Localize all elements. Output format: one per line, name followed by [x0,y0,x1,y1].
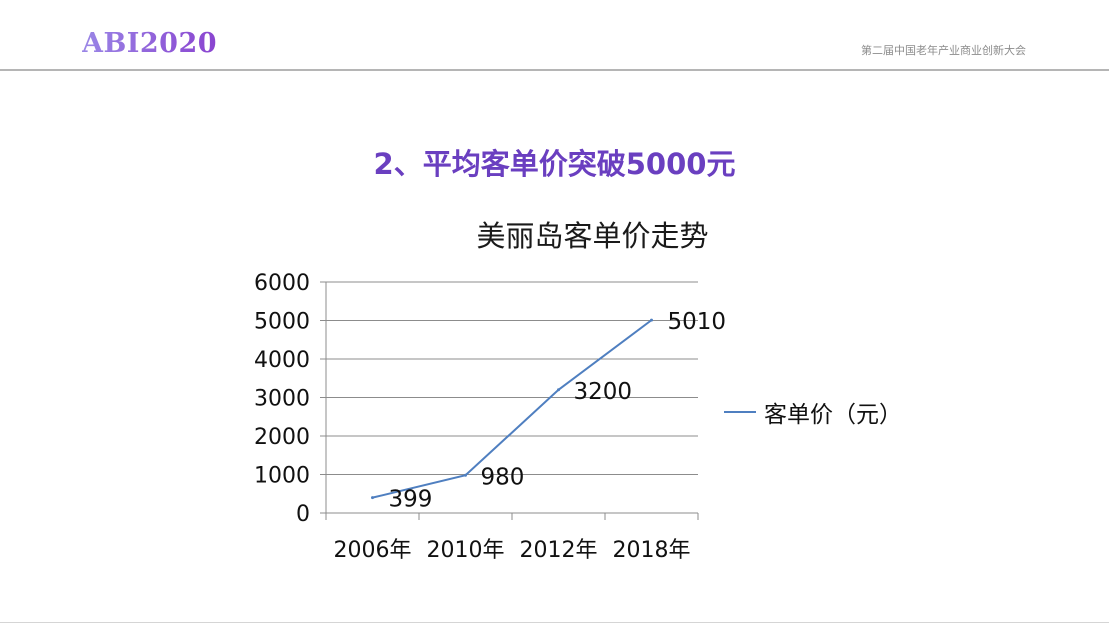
y-tick-label: 4000 [254,348,310,373]
data-point [557,388,560,392]
x-tick-label: 2006年 [334,538,412,563]
legend-label: 客单价（元） [764,402,902,428]
x-tick-label: 2010年 [427,538,505,563]
y-tick-label: 5000 [254,310,310,335]
y-tick-label: 0 [296,502,310,527]
header-divider [0,69,1109,71]
conference-name: 第二届中国老年产业商业创新大会 [861,44,1026,57]
data-label: 3200 [574,379,633,405]
x-tick-label: 2018年 [613,538,691,563]
y-tick-label: 2000 [254,425,310,450]
series-line [372,319,653,499]
data-point [650,318,653,322]
chart-legend: 客单价（元） [724,397,902,428]
data-label: 399 [389,487,433,513]
data-label: 980 [481,464,525,490]
y-tick-label: 6000 [254,271,310,296]
chart-title: 美丽岛客单价走势 [476,219,709,253]
slide-title: 2、平均客单价突破5000元 [373,147,736,181]
x-tick-label: 2012年 [520,538,598,563]
legend-swatch [724,411,756,413]
data-point [464,473,467,477]
data-point [371,496,374,500]
footer-divider [0,622,1109,623]
y-tick-label: 3000 [254,387,310,412]
y-tick-label: 1000 [254,464,310,489]
logo: ABI2020 [82,28,218,59]
data-label: 5010 [668,309,727,335]
